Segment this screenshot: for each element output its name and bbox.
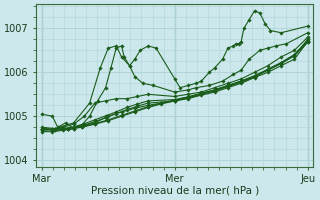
X-axis label: Pression niveau de la mer( hPa ): Pression niveau de la mer( hPa ) bbox=[91, 186, 259, 196]
